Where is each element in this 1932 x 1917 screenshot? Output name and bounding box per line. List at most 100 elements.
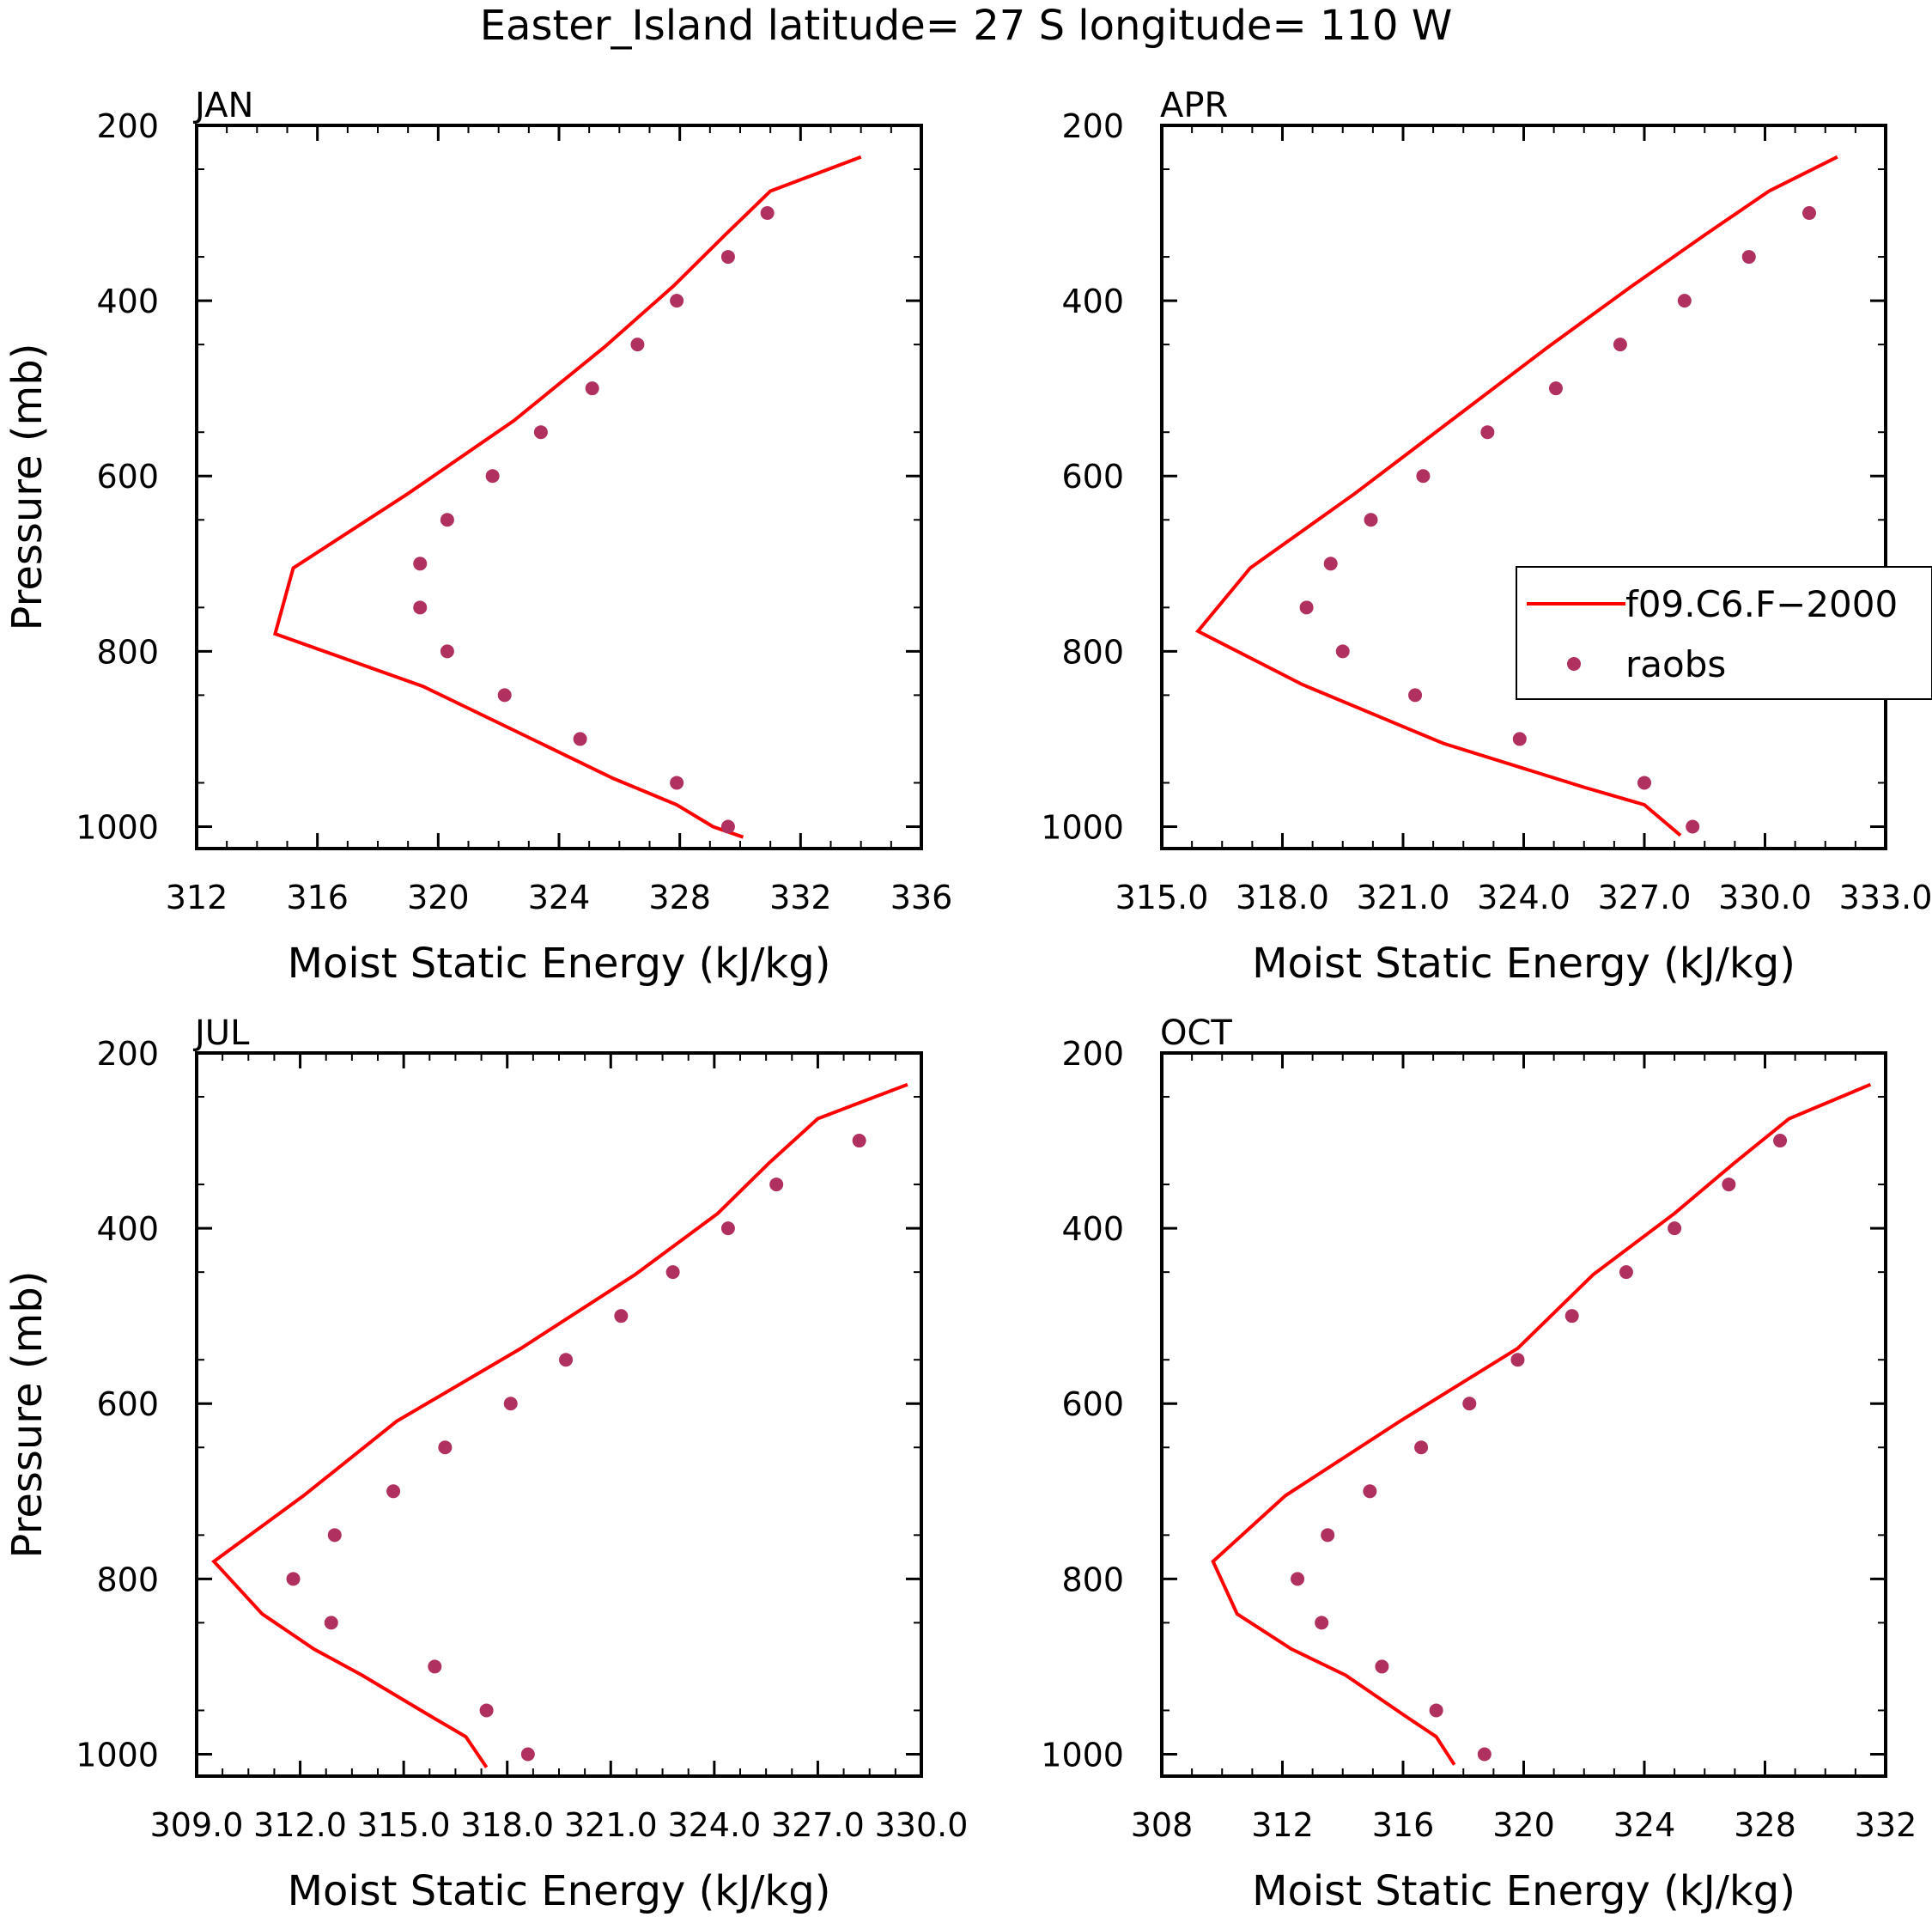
obs-point-oct — [1477, 1747, 1492, 1762]
x-tick-label-jul: 330.0 — [875, 1806, 969, 1844]
obs-point-jul — [503, 1397, 518, 1411]
x-tick-label-jan: 328 — [648, 879, 711, 916]
obs-point-jul — [324, 1616, 338, 1630]
legend-obs-label: raobs — [1625, 643, 1726, 685]
x-tick-label-jul: 324.0 — [667, 1806, 761, 1844]
obs-point-jan — [760, 206, 775, 221]
obs-point-jan — [440, 513, 454, 527]
obs-point-apr — [1548, 381, 1563, 396]
x-axis-label-jul: Moist Static Energy (kJ/kg) — [288, 1867, 831, 1915]
panel-title-oct: OCT — [1160, 1013, 1232, 1053]
obs-point-jul — [559, 1353, 574, 1367]
obs-point-oct — [1619, 1265, 1633, 1280]
x-tick-label-jul: 318.0 — [460, 1806, 554, 1844]
obs-point-oct — [1321, 1528, 1335, 1543]
legend-box — [1516, 566, 1932, 700]
obs-point-apr — [1686, 819, 1700, 834]
x-tick-label-jan: 336 — [890, 879, 953, 916]
x-axis-label-oct: Moist Static Energy (kJ/kg) — [1252, 1867, 1795, 1915]
obs-point-jul — [720, 1221, 735, 1236]
obs-point-jan — [720, 819, 735, 834]
obs-point-apr — [1416, 469, 1431, 484]
x-tick-label-jan: 332 — [769, 879, 832, 916]
x-tick-label-jan: 320 — [407, 879, 470, 916]
y-tick-label-apr: 1000 — [1041, 808, 1124, 846]
obs-point-apr — [1512, 732, 1527, 746]
obs-point-oct — [1773, 1134, 1788, 1148]
y-tick-label-jan: 200 — [96, 107, 159, 145]
plot-frame-jul — [195, 1051, 923, 1778]
x-tick-label-oct: 328 — [1734, 1806, 1796, 1844]
model-line-jul — [211, 1082, 908, 1768]
obs-point-oct — [1462, 1397, 1477, 1411]
legend-model-label: f09.C6.F−2000 — [1625, 583, 1898, 625]
obs-point-jan — [585, 381, 599, 396]
plot-frame-oct — [1160, 1051, 1887, 1778]
y-tick-label-oct: 1000 — [1041, 1736, 1124, 1774]
y-tick-label-jul: 200 — [96, 1035, 159, 1073]
obs-point-apr — [1802, 206, 1817, 221]
obs-point-jan — [670, 776, 684, 790]
x-tick-label-apr: 327.0 — [1598, 879, 1692, 916]
panel-title-jan: JAN — [192, 86, 253, 125]
obs-point-jul — [665, 1265, 680, 1280]
x-tick-label-apr: 330.0 — [1718, 879, 1812, 916]
obs-point-apr — [1364, 513, 1378, 527]
model-line-apr — [1194, 155, 1838, 837]
x-tick-label-jul: 321.0 — [564, 1806, 658, 1844]
obs-point-jul — [614, 1309, 629, 1324]
obs-point-jul — [428, 1659, 442, 1674]
obs-point-jan — [573, 732, 587, 746]
legend-obs-swatch — [1567, 657, 1581, 671]
x-tick-label-oct: 308 — [1131, 1806, 1194, 1844]
x-tick-label-apr: 324.0 — [1477, 879, 1571, 916]
x-tick-label-jul: 309.0 — [150, 1806, 244, 1844]
panel-oct: OCT 308 312 316 320 324 328 332 200 400 600 800 1000… — [1041, 1013, 1917, 1915]
obs-point-jan — [533, 425, 548, 440]
panel-title-apr: APR — [1160, 86, 1228, 125]
x-tick-label-apr: 333.0 — [1839, 879, 1932, 916]
y-tick-label-oct: 600 — [1061, 1385, 1124, 1423]
x-tick-label-jan: 312 — [166, 879, 228, 916]
y-tick-label-jan: 400 — [96, 283, 159, 320]
obs-point-oct — [1564, 1309, 1579, 1324]
x-tick-label-oct: 312 — [1251, 1806, 1314, 1844]
y-axis-label-jan: Pressure (mb) — [3, 344, 52, 631]
x-tick-label-oct: 320 — [1492, 1806, 1555, 1844]
y-tick-label-oct: 200 — [1061, 1035, 1124, 1073]
panel-title-jul: JUL — [192, 1013, 250, 1053]
x-tick-label-apr: 315.0 — [1115, 879, 1209, 916]
obs-point-oct — [1510, 1353, 1525, 1367]
obs-point-oct — [1414, 1440, 1429, 1455]
obs-point-jul — [852, 1134, 866, 1148]
obs-point-jan — [413, 600, 428, 615]
obs-point-oct — [1375, 1659, 1389, 1674]
panel-jul: JUL 309.0 312.0 315.0 318.0 321.0 324.0 327.0 33… — [3, 1013, 968, 1915]
obs-point-jan — [413, 557, 428, 571]
obs-point-oct — [1668, 1221, 1682, 1236]
y-tick-label-jul: 800 — [96, 1561, 159, 1598]
y-axis-label-jul: Pressure (mb) — [3, 1271, 52, 1559]
obs-point-jan — [440, 644, 454, 659]
y-tick-label-jul: 1000 — [76, 1736, 159, 1774]
obs-point-jul — [386, 1484, 401, 1499]
obs-point-jan — [720, 250, 735, 265]
obs-point-jul — [479, 1703, 494, 1718]
obs-point-jul — [438, 1440, 453, 1455]
obs-point-jan — [485, 469, 500, 484]
obs-point-apr — [1677, 294, 1692, 308]
obs-point-apr — [1613, 338, 1627, 352]
obs-point-jan — [670, 294, 684, 308]
obs-point-oct — [1363, 1484, 1377, 1499]
x-tick-label-apr: 321.0 — [1357, 879, 1450, 916]
obs-point-apr — [1480, 425, 1495, 440]
obs-point-oct — [1722, 1178, 1736, 1192]
obs-point-apr — [1323, 557, 1338, 571]
panel-apr: APR 315.0 318.0 321.0 324.0 327.0 330.0 333.0 20… — [1041, 86, 1932, 988]
obs-point-apr — [1299, 600, 1314, 615]
obs-point-oct — [1315, 1616, 1329, 1630]
y-tick-label-jul: 600 — [96, 1385, 159, 1423]
y-tick-label-jan: 600 — [96, 458, 159, 496]
x-tick-label-oct: 332 — [1855, 1806, 1917, 1844]
